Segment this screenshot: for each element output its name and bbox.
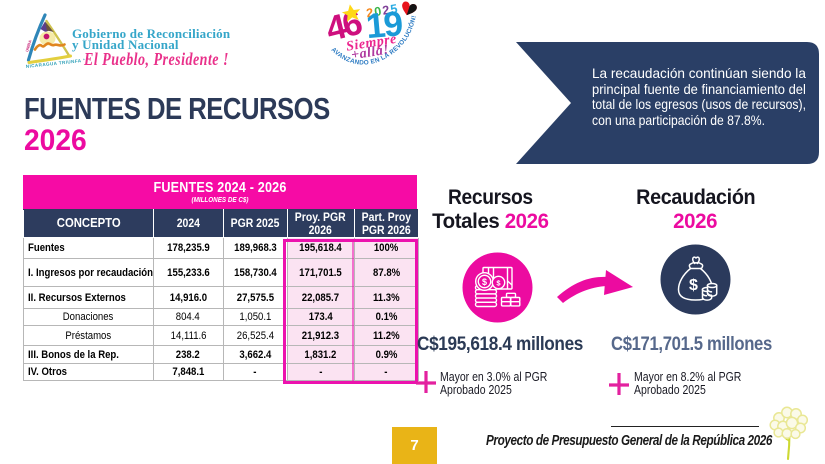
svg-text:2025: 2025: [365, 1, 399, 20]
svg-text:UNIDA: UNIDA: [25, 39, 32, 52]
svg-text:$: $: [482, 277, 487, 287]
svg-text:NICARAGUA TRIUNFA °: NICARAGUA TRIUNFA °: [26, 58, 86, 69]
svg-text:19: 19: [364, 4, 404, 46]
svg-text:$: $: [689, 277, 698, 294]
svg-text:+allá!: +allá!: [350, 43, 390, 64]
svg-text:$: $: [496, 278, 501, 287]
